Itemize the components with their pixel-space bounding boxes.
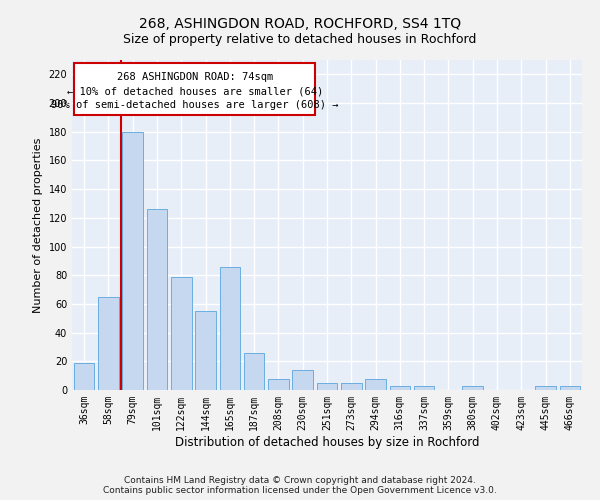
- Bar: [414, 386, 434, 390]
- Bar: [389, 386, 410, 390]
- Bar: [560, 386, 580, 390]
- Text: ← 10% of detached houses are smaller (64): ← 10% of detached houses are smaller (64…: [67, 86, 323, 97]
- Bar: [220, 266, 240, 390]
- Bar: [317, 383, 337, 390]
- Bar: [341, 383, 362, 390]
- FancyBboxPatch shape: [74, 63, 315, 114]
- Bar: [74, 362, 94, 390]
- Bar: [98, 296, 119, 390]
- Bar: [535, 386, 556, 390]
- Bar: [146, 209, 167, 390]
- Bar: [171, 276, 191, 390]
- Text: 268, ASHINGDON ROAD, ROCHFORD, SS4 1TQ: 268, ASHINGDON ROAD, ROCHFORD, SS4 1TQ: [139, 18, 461, 32]
- Text: 90% of semi-detached houses are larger (608) →: 90% of semi-detached houses are larger (…: [51, 100, 338, 110]
- Bar: [195, 311, 216, 390]
- Bar: [292, 370, 313, 390]
- Y-axis label: Number of detached properties: Number of detached properties: [33, 138, 43, 312]
- Bar: [268, 378, 289, 390]
- Bar: [244, 352, 265, 390]
- Bar: [122, 132, 143, 390]
- Bar: [365, 378, 386, 390]
- Text: Size of property relative to detached houses in Rochford: Size of property relative to detached ho…: [124, 32, 476, 46]
- X-axis label: Distribution of detached houses by size in Rochford: Distribution of detached houses by size …: [175, 436, 479, 448]
- Bar: [463, 386, 483, 390]
- Text: Contains HM Land Registry data © Crown copyright and database right 2024.
Contai: Contains HM Land Registry data © Crown c…: [103, 476, 497, 495]
- Text: 268 ASHINGDON ROAD: 74sqm: 268 ASHINGDON ROAD: 74sqm: [116, 72, 273, 83]
